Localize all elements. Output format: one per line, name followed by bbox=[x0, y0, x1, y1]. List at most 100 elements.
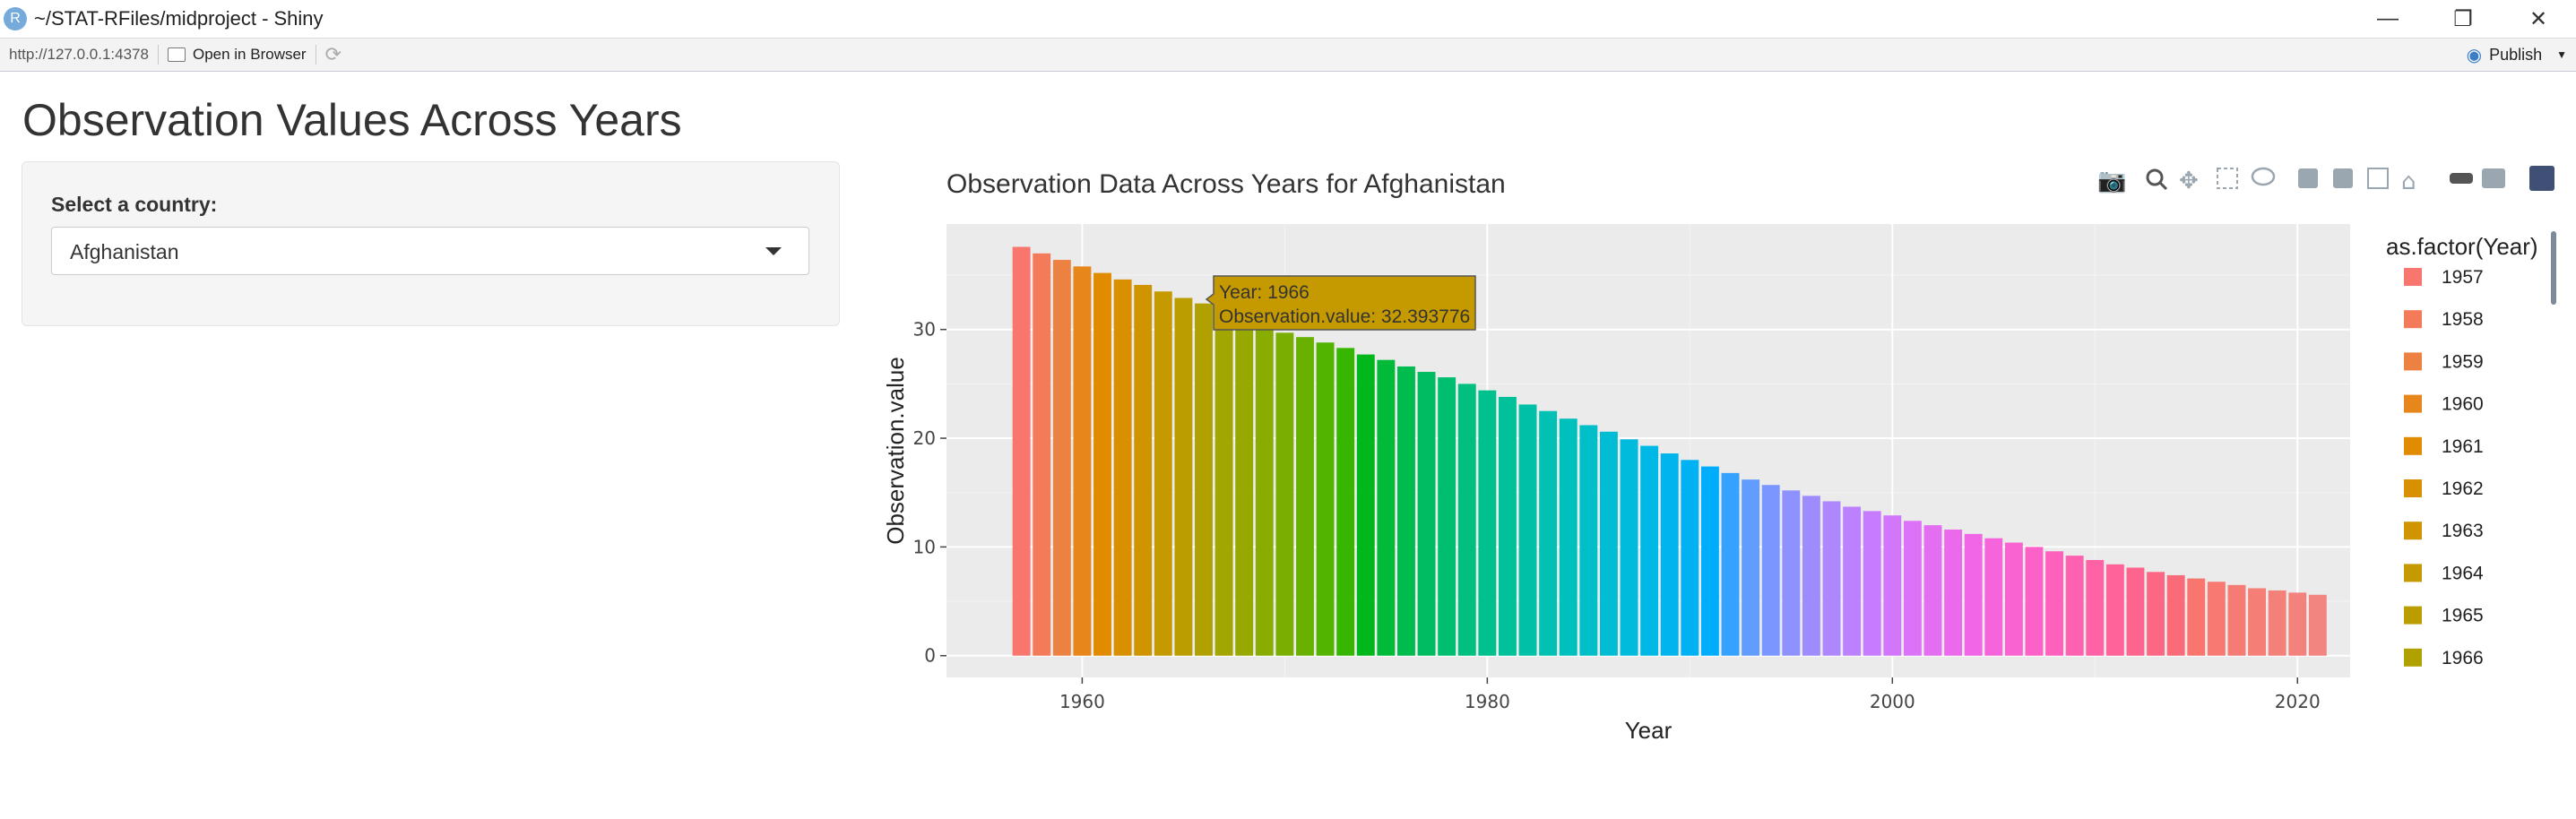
legend-label-1957[interactable]: 1957 bbox=[2442, 267, 2484, 288]
publish-button[interactable]: ◉ Publish ▼ bbox=[2467, 39, 2576, 71]
bar-1968[interactable] bbox=[1235, 322, 1254, 656]
bar-1960[interactable] bbox=[1073, 266, 1092, 656]
bar-1964[interactable] bbox=[1154, 291, 1172, 656]
bar-1959[interactable] bbox=[1052, 260, 1071, 656]
bar-2009[interactable] bbox=[2065, 556, 2084, 656]
legend-swatch-1966[interactable] bbox=[2404, 648, 2422, 667]
bar-1976[interactable] bbox=[1397, 366, 1415, 656]
bar-1961[interactable] bbox=[1094, 272, 1111, 656]
bar-2001[interactable] bbox=[1903, 521, 1922, 656]
bar-2002[interactable] bbox=[1923, 525, 1942, 656]
legend-swatch-1957[interactable] bbox=[2404, 268, 2422, 286]
bar-1993[interactable] bbox=[1742, 479, 1760, 656]
compare-hover-icon[interactable] bbox=[2482, 168, 2505, 188]
legend-label-1962[interactable]: 1962 bbox=[2442, 478, 2484, 499]
bar-2005[interactable] bbox=[1984, 538, 2003, 656]
camera-icon[interactable]: 📷 bbox=[2097, 168, 2126, 194]
bar-1985[interactable] bbox=[1579, 425, 1598, 656]
bar-1965[interactable] bbox=[1174, 297, 1193, 656]
bar-2011[interactable] bbox=[2105, 564, 2124, 656]
bar-1981[interactable] bbox=[1499, 396, 1517, 656]
legend-swatch-1964[interactable] bbox=[2404, 564, 2422, 582]
bar-1999[interactable] bbox=[1863, 511, 1881, 656]
box-select-icon[interactable] bbox=[2217, 168, 2238, 189]
bar-2015[interactable] bbox=[2187, 578, 2206, 656]
bar-1974[interactable] bbox=[1356, 354, 1375, 656]
bar-1957[interactable] bbox=[1012, 246, 1031, 656]
bar-2003[interactable] bbox=[1944, 529, 1963, 656]
bar-1980[interactable] bbox=[1478, 390, 1497, 656]
bar-1971[interactable] bbox=[1296, 337, 1314, 656]
bar-2018[interactable] bbox=[2248, 588, 2266, 656]
zoom-icon[interactable] bbox=[2146, 168, 2168, 191]
bar-1975[interactable] bbox=[1377, 359, 1396, 656]
bar-1967[interactable] bbox=[1215, 315, 1233, 656]
close-button[interactable]: ✕ bbox=[2528, 6, 2548, 31]
restore-button[interactable]: ❐ bbox=[2453, 6, 2473, 31]
bar-1991[interactable] bbox=[1700, 466, 1719, 656]
bar-2021[interactable] bbox=[2308, 594, 2327, 656]
legend-label-1958[interactable]: 1958 bbox=[2442, 309, 2484, 330]
bar-2010[interactable] bbox=[2086, 559, 2105, 656]
pan-icon[interactable]: ✥ bbox=[2179, 168, 2199, 194]
bar-1990[interactable] bbox=[1681, 460, 1699, 656]
bar-2020[interactable] bbox=[2288, 592, 2307, 656]
minimize-button[interactable]: — bbox=[2377, 6, 2399, 30]
zoom-in-icon[interactable] bbox=[2298, 168, 2318, 188]
zoom-out-icon[interactable] bbox=[2333, 168, 2353, 188]
bar-2006[interactable] bbox=[2004, 542, 2023, 656]
bar-2017[interactable] bbox=[2227, 584, 2246, 656]
open-in-browser-button[interactable]: Open in Browser bbox=[167, 46, 307, 64]
bar-1966[interactable] bbox=[1195, 303, 1213, 656]
reset-axes-icon[interactable]: ⌂ bbox=[2401, 168, 2416, 195]
bar-1973[interactable] bbox=[1336, 348, 1355, 656]
bar-1988[interactable] bbox=[1640, 445, 1659, 656]
legend-label-1965[interactable]: 1965 bbox=[2442, 606, 2484, 626]
bar-2000[interactable] bbox=[1883, 515, 1902, 656]
bar-1997[interactable] bbox=[1822, 501, 1841, 656]
legend-swatch-1958[interactable] bbox=[2404, 310, 2422, 329]
refresh-icon[interactable]: ⟳ bbox=[324, 43, 342, 65]
bar-1963[interactable] bbox=[1134, 284, 1153, 656]
bar-1989[interactable] bbox=[1660, 453, 1679, 656]
legend-label-1959[interactable]: 1959 bbox=[2442, 351, 2484, 372]
bar-1979[interactable] bbox=[1457, 384, 1476, 656]
legend-label-1960[interactable]: 1960 bbox=[2442, 394, 2484, 415]
bar-2012[interactable] bbox=[2126, 567, 2145, 656]
bar-1998[interactable] bbox=[1843, 506, 1862, 656]
legend-swatch-1962[interactable] bbox=[2404, 479, 2422, 497]
legend-label-1961[interactable]: 1961 bbox=[2442, 436, 2484, 457]
bar-1969[interactable] bbox=[1255, 327, 1274, 656]
legend-swatch-1965[interactable] bbox=[2404, 606, 2422, 625]
chevron-down-icon[interactable]: ▼ bbox=[2556, 48, 2567, 61]
bar-1978[interactable] bbox=[1438, 377, 1457, 656]
chevron-down-icon[interactable] bbox=[765, 247, 782, 255]
bar-2019[interactable] bbox=[2268, 590, 2286, 656]
bar-1987[interactable] bbox=[1620, 439, 1638, 656]
bar-1972[interactable] bbox=[1316, 342, 1335, 656]
bar-1970[interactable] bbox=[1275, 332, 1294, 656]
bar-2007[interactable] bbox=[2025, 547, 2044, 656]
bar-1977[interactable] bbox=[1417, 372, 1436, 656]
url-text[interactable]: http://127.0.0.1:4378 bbox=[9, 46, 149, 63]
legend-label-1963[interactable]: 1963 bbox=[2442, 521, 2484, 541]
bar-1958[interactable] bbox=[1033, 253, 1051, 656]
legend-label-1966[interactable]: 1966 bbox=[2442, 648, 2484, 668]
bar-2014[interactable] bbox=[2166, 574, 2185, 656]
bar-2016[interactable] bbox=[2207, 582, 2226, 656]
bar-1984[interactable] bbox=[1559, 418, 1578, 656]
bar-1996[interactable] bbox=[1802, 496, 1820, 656]
legend-swatch-1959[interactable] bbox=[2404, 352, 2422, 371]
autoscale-icon[interactable] bbox=[2367, 168, 2389, 189]
bar-1992[interactable] bbox=[1721, 472, 1740, 656]
bar-group[interactable] bbox=[1012, 246, 2327, 656]
bar-1983[interactable] bbox=[1539, 410, 1558, 656]
bar-1962[interactable] bbox=[1113, 279, 1132, 656]
lasso-icon[interactable] bbox=[2251, 167, 2276, 186]
legend-label-1964[interactable]: 1964 bbox=[2442, 563, 2484, 583]
legend-scrollbar[interactable] bbox=[2551, 231, 2556, 305]
bar-2008[interactable] bbox=[2045, 551, 2064, 656]
legend-swatch-1960[interactable] bbox=[2404, 394, 2422, 413]
spike-lines-icon[interactable] bbox=[2450, 173, 2473, 184]
bar-1982[interactable] bbox=[1518, 404, 1537, 656]
